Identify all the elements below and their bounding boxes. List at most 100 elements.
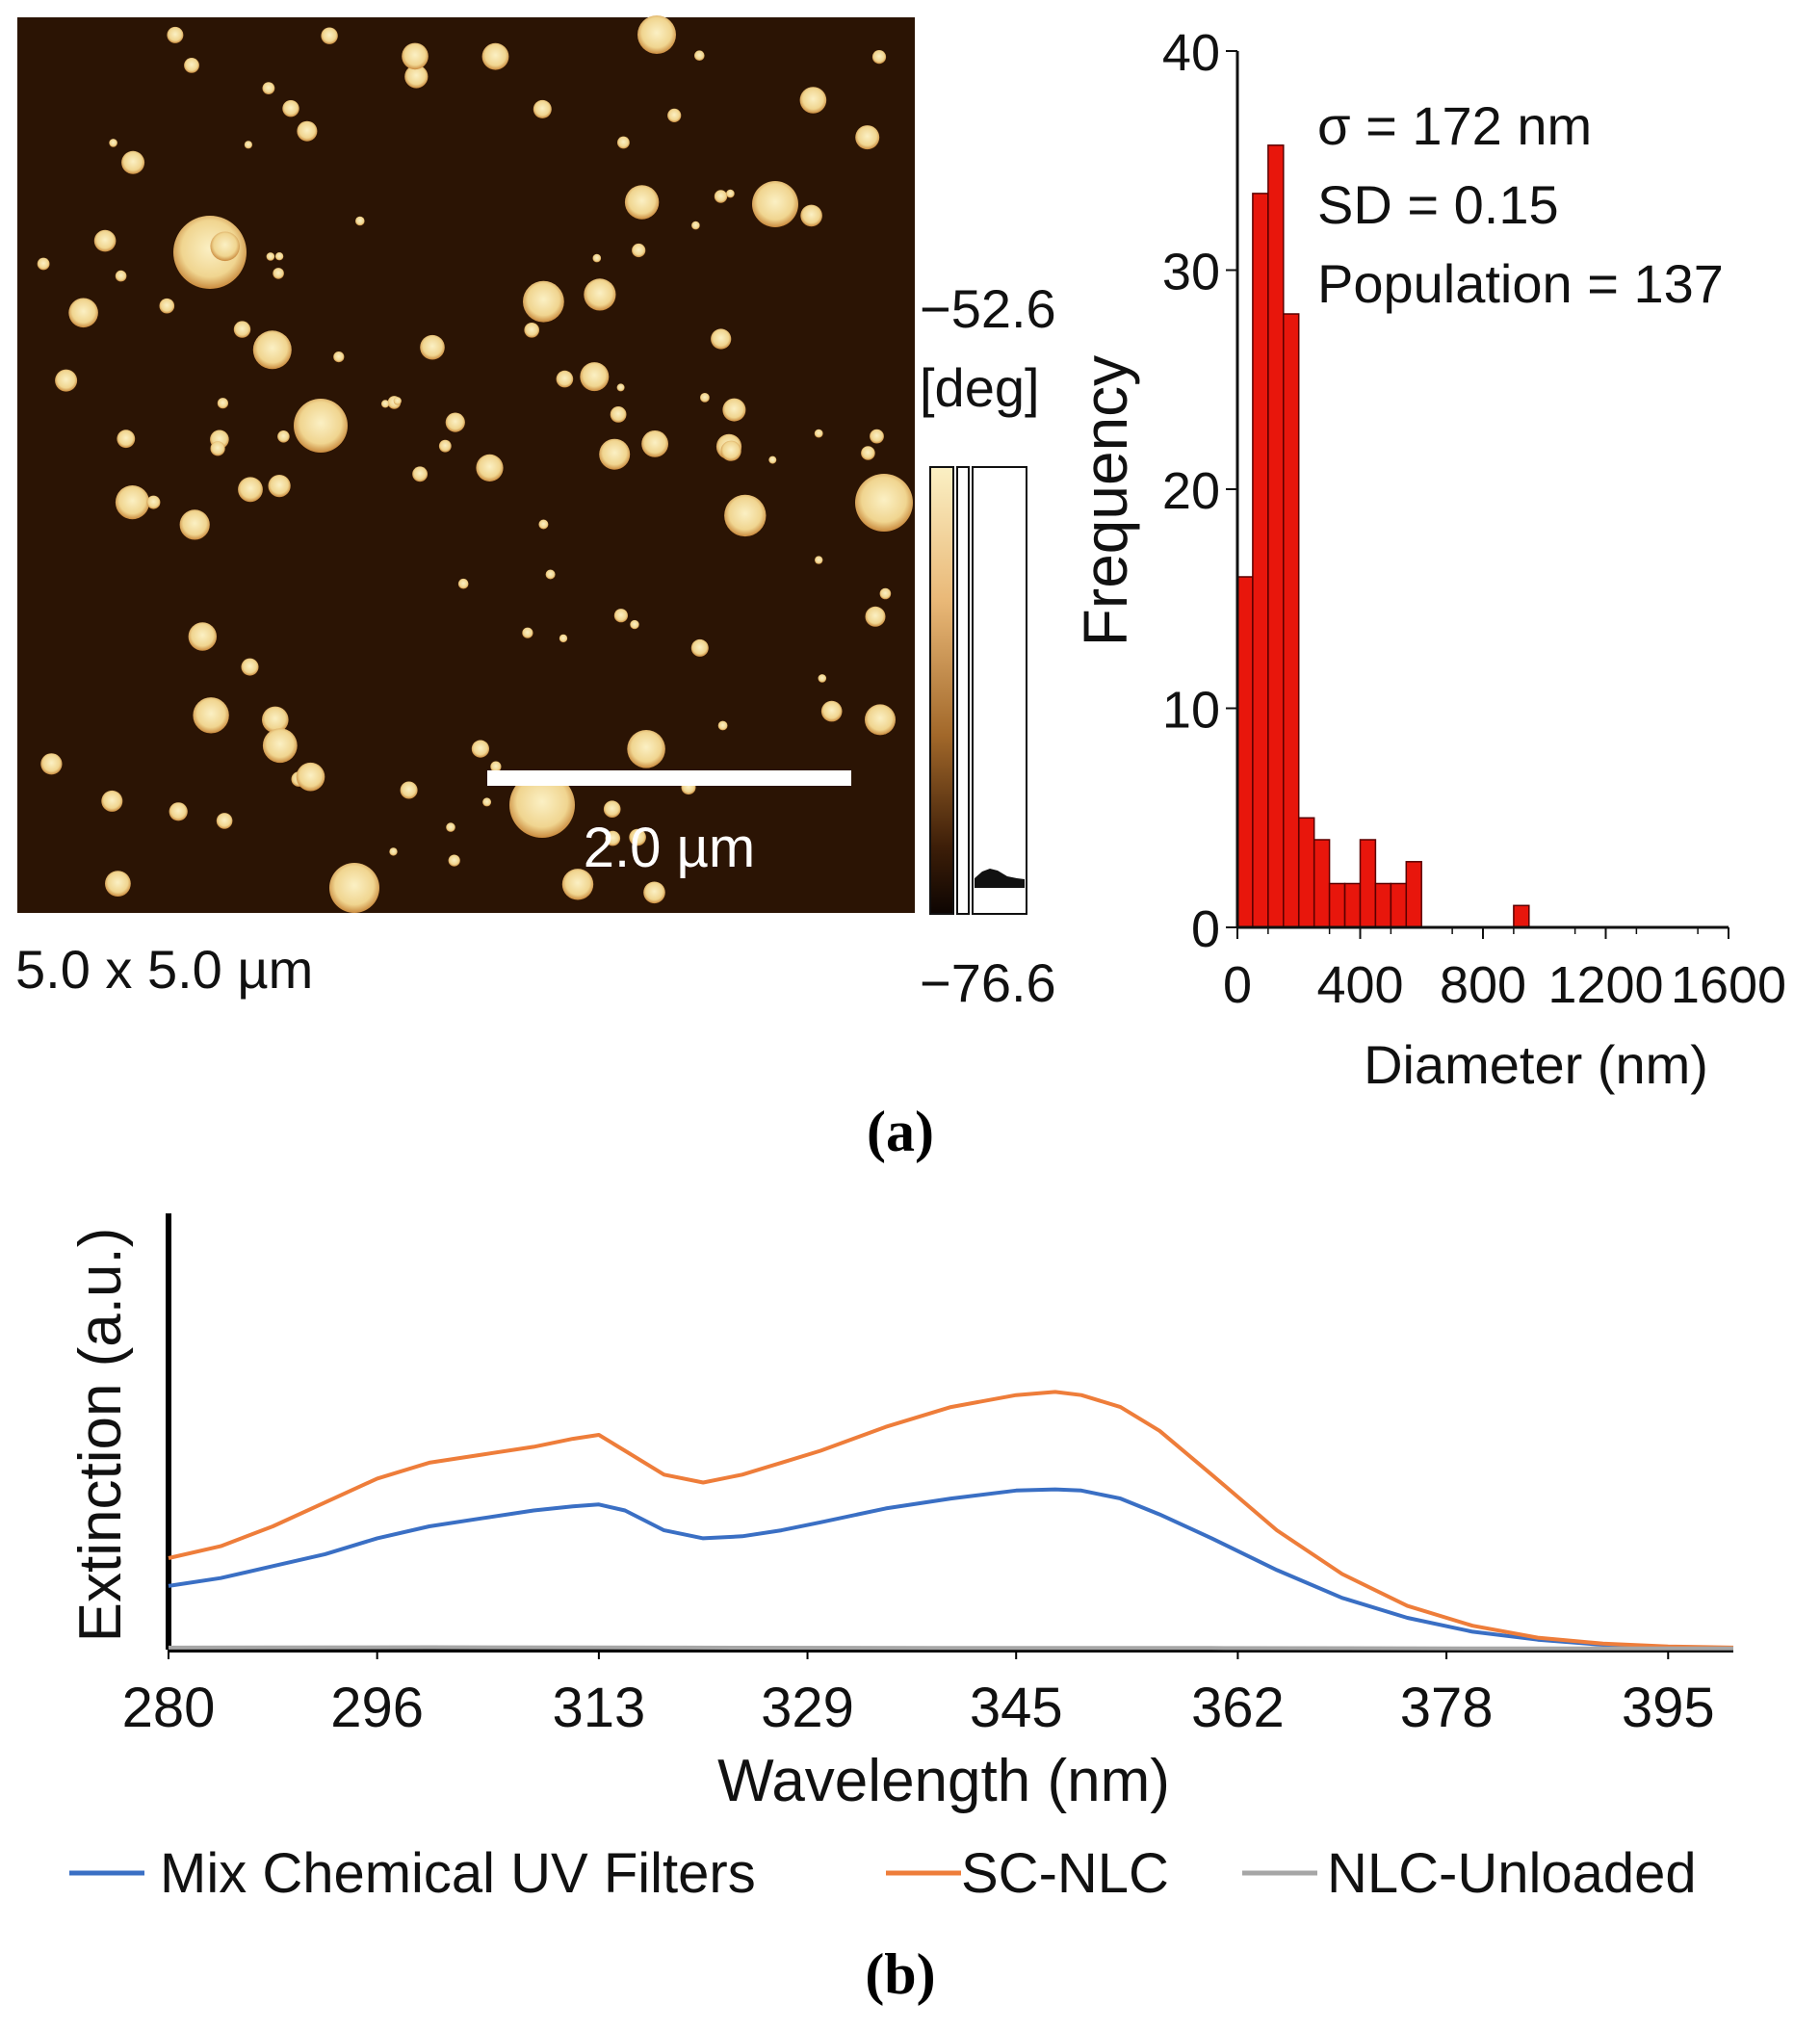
afm-particle xyxy=(117,429,136,449)
afm-particle xyxy=(592,253,602,263)
afm-particle xyxy=(814,429,823,438)
afm-particle xyxy=(217,398,228,409)
afm-particle xyxy=(871,50,887,65)
afm-particle xyxy=(274,252,284,261)
afm-particle xyxy=(724,494,767,537)
afm-particle xyxy=(169,802,188,821)
afm-particle xyxy=(561,869,594,900)
afm-particle xyxy=(610,406,627,423)
histogram-tick-labels: 0 400 800 1200 1600 0 10 20 30 40 xyxy=(1162,24,1786,1014)
afm-particle xyxy=(115,484,150,520)
spectrum-line-sc-nlc xyxy=(168,1390,1734,1650)
histogram-x-tick-label: 800 xyxy=(1440,956,1526,1014)
afm-particle xyxy=(522,627,533,638)
afm-particle xyxy=(412,466,428,482)
legend-label-mix-chemical-uv-filters: Mix Chemical UV Filters xyxy=(160,1842,756,1905)
afm-particle xyxy=(402,42,429,70)
afm-particle xyxy=(632,243,646,258)
spectrum-x-axis-title: Wavelength (nm) xyxy=(717,1748,1170,1814)
afm-particle xyxy=(700,393,710,403)
spectrum-lines xyxy=(168,1390,1734,1651)
afm-image xyxy=(17,17,915,913)
histogram-y-tick-label: 10 xyxy=(1162,682,1220,740)
afm-particle xyxy=(629,828,646,846)
histogram-bar xyxy=(1298,817,1315,928)
afm-particle xyxy=(613,609,629,623)
afm-particle xyxy=(870,429,884,444)
histogram-y-tick-label: 40 xyxy=(1162,24,1220,82)
colorbar-unit-label: [deg] xyxy=(920,357,1040,418)
colorbar: −52.6 [deg] −76.6 xyxy=(920,278,1056,1013)
scale-bar xyxy=(487,770,851,786)
spectrum-legend: Mix Chemical UV Filters SC-NLC NLC-Unloa… xyxy=(69,1842,1697,1905)
afm-particle xyxy=(121,150,145,174)
afm-particle xyxy=(720,440,741,461)
spectrum-tick-labels: 280 296 313 329 345 362 378 395 xyxy=(122,1677,1715,1739)
afm-particle xyxy=(865,704,896,736)
histogram-y-tick-label: 0 xyxy=(1191,900,1220,958)
spectrum-y-axis-title: Extinction (a.u.) xyxy=(67,1228,134,1643)
afm-particle xyxy=(266,252,275,261)
afm-particle xyxy=(179,509,210,540)
afm-particle xyxy=(624,185,660,220)
afm-particle xyxy=(262,82,275,94)
afm-particle xyxy=(861,446,875,460)
spectrum-x-tick-label: 296 xyxy=(330,1677,424,1739)
colorbar-strip xyxy=(956,466,970,915)
colorbar-gradient xyxy=(929,466,954,915)
afm-particle xyxy=(524,323,539,338)
histogram-x-tick-label: 1600 xyxy=(1671,956,1786,1014)
afm-particle xyxy=(722,398,746,422)
afm-particle xyxy=(820,700,843,722)
afm-particle xyxy=(815,556,823,564)
afm-particle xyxy=(667,108,682,122)
afm-particle xyxy=(482,797,492,807)
afm-particle xyxy=(40,753,63,775)
histogram-bar xyxy=(1405,861,1422,928)
histogram-bar xyxy=(1513,904,1530,928)
afm-particle xyxy=(523,280,564,323)
histogram-annotation-sd: SD = 0.15 xyxy=(1317,174,1559,235)
afm-particle xyxy=(603,800,621,818)
afm-particle xyxy=(262,728,298,764)
scan-size-label: 5.0 x 5.0 µm xyxy=(15,939,313,1000)
scale-bar-label: 2.0 µm xyxy=(584,817,755,879)
histogram-y-tick-label: 20 xyxy=(1162,462,1220,520)
legend-label-nlc-unloaded: NLC-Unloaded xyxy=(1327,1842,1697,1905)
spectrum-axes xyxy=(166,1213,1733,1659)
afm-particle xyxy=(855,474,913,532)
afm-particle xyxy=(714,190,728,203)
histogram-bar xyxy=(1390,882,1408,928)
afm-particle xyxy=(690,638,709,657)
afm-particle xyxy=(855,125,880,150)
histogram-bar xyxy=(1328,882,1346,928)
panel-a-label: (a) xyxy=(867,1100,934,1163)
afm-particle xyxy=(93,229,117,252)
histogram-y-axis-title: Frequency xyxy=(1071,355,1140,646)
histogram-bar xyxy=(1374,882,1392,928)
afm-particle xyxy=(37,257,50,271)
afm-particle xyxy=(471,740,489,758)
afm-particle xyxy=(252,330,292,370)
afm-particle xyxy=(294,399,348,453)
histogram-bar xyxy=(1267,144,1285,928)
afm-particle xyxy=(109,139,117,147)
afm-particle xyxy=(545,569,556,580)
afm-particle xyxy=(580,362,610,392)
histogram-annotation-population: Population = 137 xyxy=(1317,253,1724,314)
afm-particle xyxy=(238,477,263,503)
afm-particle xyxy=(538,519,549,530)
afm-particle xyxy=(68,298,98,328)
afm-particle xyxy=(448,854,460,867)
afm-particle xyxy=(637,15,676,54)
afm-particle xyxy=(233,321,251,338)
colorbar-histogram-box xyxy=(972,466,1027,915)
afm-particle xyxy=(694,50,705,61)
afm-particle xyxy=(381,400,390,408)
afm-particle xyxy=(559,634,568,643)
afm-particle xyxy=(321,27,338,44)
afm-panel: 2.0 µm 5.0 x 5.0 µm xyxy=(15,15,915,1000)
afm-particle xyxy=(481,42,509,70)
afm-particle xyxy=(691,221,700,230)
afm-particle xyxy=(457,578,469,589)
